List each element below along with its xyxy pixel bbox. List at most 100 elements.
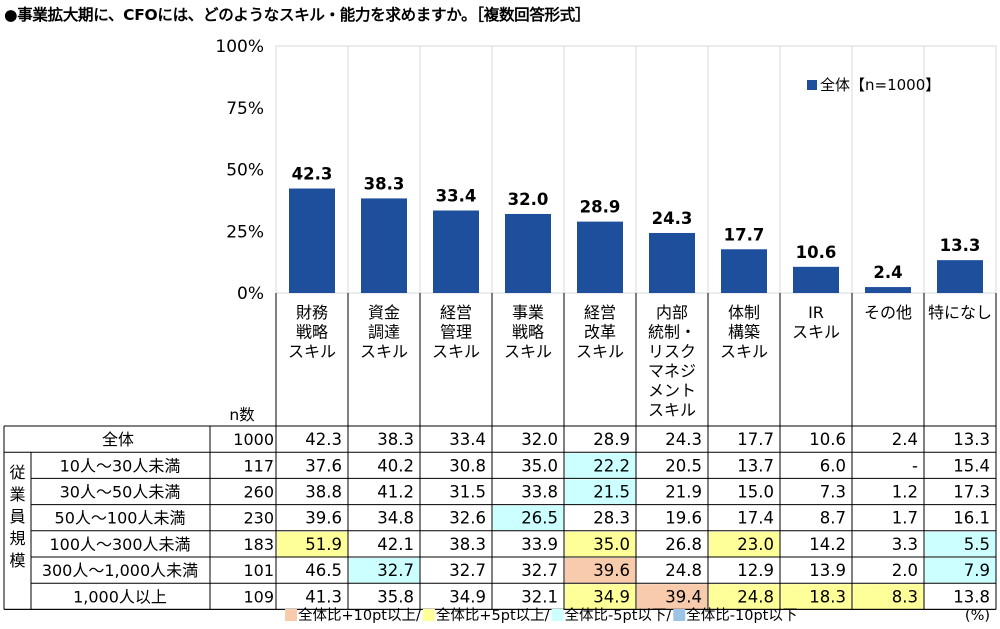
table-cell-value: 32.7: [449, 561, 486, 580]
data-label: 10.6: [796, 243, 837, 262]
table-cell-value: 32.7: [521, 561, 558, 580]
table-cell-value: 20.5: [665, 456, 702, 475]
y-tick-label: 50%: [226, 161, 264, 181]
category-label: 戦略: [512, 323, 544, 342]
table-cell-value: 2.0: [892, 561, 918, 580]
bar: [649, 232, 695, 293]
table-cell-value: 17.7: [737, 430, 774, 449]
table-cell-value: 23.0: [737, 535, 774, 554]
table-cell-value: 35.8: [377, 587, 414, 606]
group-label: 従: [9, 463, 25, 482]
table-cell-value: 1.2: [892, 483, 918, 502]
table-cell-value: 28.3: [593, 509, 630, 528]
highlight-cell: [565, 453, 636, 479]
table-cell-value: 40.2: [377, 456, 414, 475]
table-cell-value: 33.4: [449, 430, 486, 449]
data-label: 2.4: [873, 263, 902, 282]
group-label: 規: [9, 529, 25, 548]
category-label: 管理: [440, 323, 472, 342]
table-cell-value: 17.4: [737, 509, 774, 528]
table-cell-value: 32.6: [449, 509, 486, 528]
table-cell-value: 5.5: [964, 535, 990, 554]
row-n: 1000: [233, 430, 274, 449]
category-label: スキル: [576, 342, 624, 361]
highlight-cell: [781, 584, 852, 610]
category-label: 体制: [728, 303, 760, 322]
table-cell-value: 16.1: [953, 509, 990, 528]
table-cell-value: 34.9: [593, 587, 630, 606]
category-label: スキル: [720, 342, 768, 361]
table-cell-value: 1.7: [892, 509, 918, 528]
category-label: 資金: [368, 303, 400, 322]
table-cell-value: 10.6: [809, 430, 846, 449]
legend-color-swatch: [551, 609, 564, 621]
legend-swatch: [807, 80, 817, 90]
bar: [865, 287, 911, 293]
highlight-cell: [925, 531, 996, 557]
row-n: 230: [243, 509, 274, 528]
table-cell-value: 42.1: [377, 535, 414, 554]
bar: [361, 198, 407, 293]
table-cell-value: 6.0: [820, 456, 846, 475]
legend-item-label: 全体比-10pt以下: [686, 606, 797, 624]
table-cell-value: 33.8: [521, 483, 558, 502]
table-cell-value: 32.0: [521, 430, 558, 449]
table-cell-value: 32.1: [521, 587, 558, 606]
table-cell-value: 2.4: [892, 430, 918, 449]
table-cell-value: 26.8: [665, 535, 702, 554]
table-cell-value: 24.8: [665, 561, 702, 580]
row-label: 30人～50人未満: [60, 483, 181, 502]
table-cell-value: 8.7: [820, 509, 846, 528]
highlight-cell: [709, 531, 780, 557]
table-cell-value: 39.6: [305, 509, 342, 528]
highlight-cell: [565, 584, 636, 610]
category-label: メント: [648, 381, 696, 400]
table-cell-value: 13.9: [809, 561, 846, 580]
bar: [577, 221, 623, 293]
table-cell-value: 35.0: [521, 456, 558, 475]
table-cell-value: 35.0: [593, 535, 630, 554]
group-label: 員: [9, 507, 25, 526]
highlight-cell: [637, 584, 708, 610]
highlight-cell: [493, 505, 564, 531]
table-cell-value: 15.4: [953, 456, 990, 475]
category-label: スキル: [648, 401, 696, 420]
category-label: 改革: [584, 323, 616, 342]
chart-title: ●事業拡大期に、CFOには、どのようなスキル・能力を求めますか。［複数回答形式］: [4, 6, 591, 24]
row-label: 全体: [102, 430, 134, 449]
table-cell-value: 30.8: [449, 456, 486, 475]
unit-label: (%): [965, 608, 990, 624]
n-header: n数: [229, 406, 255, 424]
data-label: 13.3: [940, 236, 981, 255]
table-cell-value: 7.9: [964, 561, 990, 580]
y-tick-label: 0%: [237, 284, 264, 304]
row-n: 183: [243, 535, 274, 554]
table-cell-value: 24.3: [665, 430, 702, 449]
category-label: 統制・: [648, 323, 696, 342]
data-label: 24.3: [652, 209, 693, 228]
category-label: 特になし: [928, 303, 992, 322]
table-cell-value: 39.4: [665, 587, 702, 606]
category-label: その他: [864, 303, 912, 322]
table-cell-value: 41.2: [377, 483, 414, 502]
category-label: 事業: [512, 303, 544, 322]
highlight-cell: [349, 558, 420, 584]
bar: [937, 260, 983, 293]
table-cell-value: 21.9: [665, 483, 702, 502]
table-cell-value: -: [912, 456, 918, 475]
row-n: 117: [243, 456, 274, 475]
category-label: マネジ: [648, 362, 696, 381]
row-label: 1,000人以上: [73, 587, 167, 606]
table-cell-value: 31.5: [449, 483, 486, 502]
data-label: 17.7: [724, 225, 765, 244]
table-cell-value: 26.5: [521, 509, 558, 528]
table-cell-value: 38.8: [305, 483, 342, 502]
table-cell-value: 37.6: [305, 456, 342, 475]
category-label: 内部: [656, 303, 688, 322]
data-label: 28.9: [580, 198, 621, 217]
legend-item-label: 全体比+10pt以上/: [298, 606, 421, 624]
table-cell-value: 32.7: [377, 561, 414, 580]
table-cell-value: 3.3: [892, 535, 918, 554]
table-cell-value: 21.5: [593, 483, 630, 502]
